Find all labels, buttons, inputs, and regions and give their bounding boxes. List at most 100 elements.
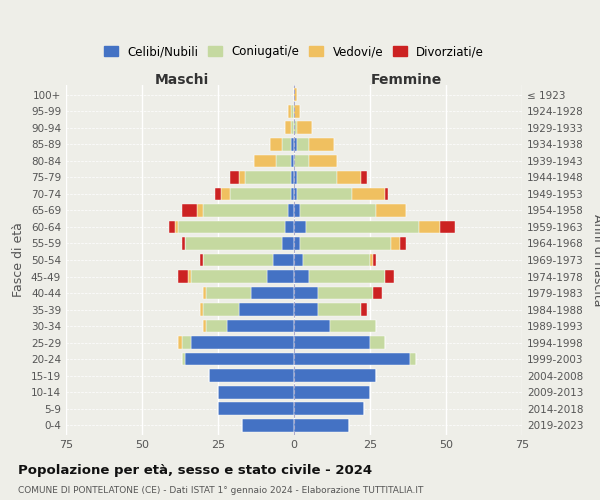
- Bar: [294, 188, 297, 200]
- Text: Femmine: Femmine: [371, 72, 442, 86]
- Bar: [352, 188, 385, 200]
- Bar: [294, 254, 303, 266]
- Bar: [294, 270, 309, 283]
- Bar: [361, 303, 367, 316]
- Bar: [203, 286, 206, 300]
- Bar: [291, 171, 294, 184]
- Bar: [291, 122, 294, 134]
- Bar: [294, 171, 297, 184]
- Bar: [288, 105, 291, 118]
- Bar: [297, 188, 352, 200]
- Bar: [206, 286, 251, 300]
- Text: Maschi: Maschi: [154, 72, 209, 86]
- Bar: [294, 88, 297, 102]
- Bar: [269, 138, 282, 151]
- Bar: [266, 270, 294, 283]
- Bar: [230, 188, 291, 200]
- Bar: [251, 286, 294, 300]
- Bar: [294, 154, 309, 168]
- Bar: [294, 204, 300, 217]
- Bar: [206, 320, 227, 332]
- Bar: [288, 204, 294, 217]
- Bar: [400, 237, 406, 250]
- Bar: [185, 237, 282, 250]
- Bar: [227, 320, 294, 332]
- Bar: [370, 254, 373, 266]
- Bar: [178, 336, 182, 349]
- Bar: [178, 270, 188, 283]
- Bar: [294, 220, 306, 234]
- Bar: [361, 171, 367, 184]
- Bar: [297, 122, 312, 134]
- Bar: [182, 336, 191, 349]
- Bar: [203, 303, 239, 316]
- Bar: [294, 402, 364, 415]
- Bar: [218, 402, 294, 415]
- Bar: [294, 138, 297, 151]
- Bar: [191, 336, 294, 349]
- Bar: [239, 171, 245, 184]
- Bar: [200, 303, 203, 316]
- Bar: [300, 237, 391, 250]
- Bar: [245, 171, 291, 184]
- Bar: [385, 270, 394, 283]
- Bar: [175, 220, 178, 234]
- Bar: [285, 122, 291, 134]
- Bar: [294, 237, 300, 250]
- Bar: [309, 138, 334, 151]
- Bar: [294, 303, 319, 316]
- Bar: [294, 386, 370, 398]
- Text: Popolazione per età, sesso e stato civile - 2024: Popolazione per età, sesso e stato civil…: [18, 464, 372, 477]
- Bar: [294, 105, 300, 118]
- Bar: [178, 220, 285, 234]
- Bar: [309, 154, 337, 168]
- Bar: [294, 336, 370, 349]
- Bar: [294, 286, 319, 300]
- Bar: [188, 270, 191, 283]
- Bar: [297, 171, 337, 184]
- Bar: [319, 286, 373, 300]
- Bar: [282, 237, 294, 250]
- Bar: [291, 188, 294, 200]
- Bar: [282, 138, 291, 151]
- Bar: [370, 336, 385, 349]
- Bar: [203, 204, 288, 217]
- Bar: [373, 254, 376, 266]
- Bar: [300, 204, 376, 217]
- Bar: [294, 122, 297, 134]
- Bar: [273, 254, 294, 266]
- Bar: [294, 352, 410, 366]
- Bar: [294, 418, 349, 432]
- Bar: [291, 105, 294, 118]
- Bar: [209, 369, 294, 382]
- Bar: [239, 303, 294, 316]
- Bar: [230, 171, 239, 184]
- Bar: [182, 352, 185, 366]
- Bar: [376, 204, 406, 217]
- Legend: Celibi/Nubili, Coniugati/e, Vedovi/e, Divorziati/e: Celibi/Nubili, Coniugati/e, Vedovi/e, Di…: [100, 42, 488, 62]
- Bar: [294, 320, 331, 332]
- Bar: [221, 188, 230, 200]
- Bar: [331, 320, 376, 332]
- Bar: [254, 154, 276, 168]
- Bar: [373, 286, 382, 300]
- Bar: [242, 418, 294, 432]
- Bar: [291, 138, 294, 151]
- Bar: [215, 188, 221, 200]
- Bar: [419, 220, 440, 234]
- Bar: [169, 220, 175, 234]
- Bar: [440, 220, 455, 234]
- Bar: [203, 320, 206, 332]
- Bar: [303, 254, 370, 266]
- Bar: [285, 220, 294, 234]
- Bar: [191, 270, 266, 283]
- Text: COMUNE DI PONTELATONE (CE) - Dati ISTAT 1° gennaio 2024 - Elaborazione TUTTITALI: COMUNE DI PONTELATONE (CE) - Dati ISTAT …: [18, 486, 424, 495]
- Bar: [410, 352, 416, 366]
- Y-axis label: Anni di nascita: Anni di nascita: [590, 214, 600, 306]
- Bar: [182, 204, 197, 217]
- Bar: [218, 386, 294, 398]
- Bar: [197, 204, 203, 217]
- Bar: [276, 154, 291, 168]
- Bar: [391, 237, 400, 250]
- Bar: [294, 369, 376, 382]
